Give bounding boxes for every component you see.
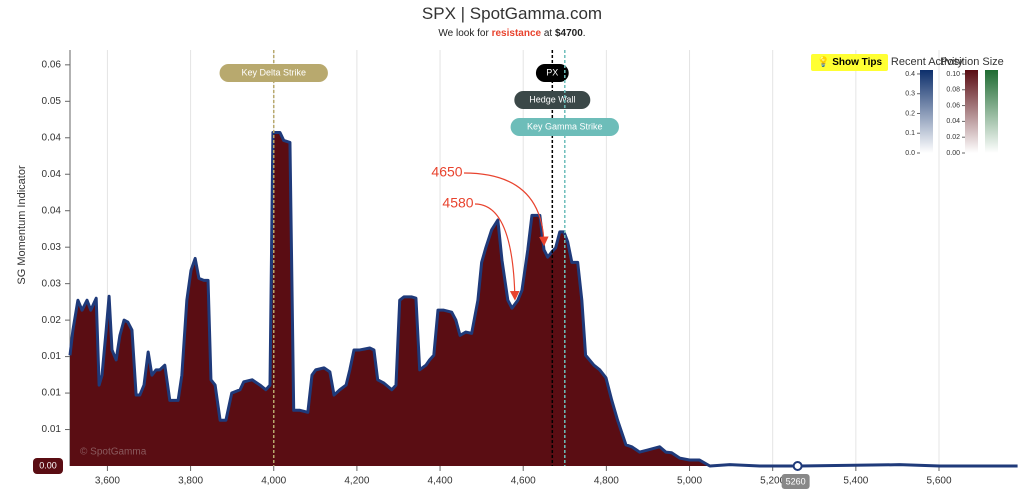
colorbar [965, 70, 978, 153]
y-axis-label: SG Momentum Indicator [16, 165, 28, 285]
annotation-arrow [463, 172, 549, 247]
colorbar-tick-label: 0.08 [946, 87, 960, 94]
annotation-label: 4580 [442, 195, 473, 211]
area [70, 132, 1018, 467]
x-tick-label: 5,600 [926, 476, 951, 487]
crosshair-y-label: 0.00 [39, 460, 57, 470]
x-tick-label: 3,800 [178, 476, 203, 487]
y-tick-label: 0.04 [42, 132, 62, 143]
strike-pill [535, 64, 569, 82]
subtitle-text: We look for [438, 28, 492, 39]
watermark: © SpotGamma [80, 447, 147, 458]
subtitle-text: at [541, 28, 555, 39]
annotation-label: 4650 [431, 164, 462, 180]
colorbar-title: Recent Activity [891, 56, 964, 68]
subtitle: We look for resistance at $4700. [0, 28, 1024, 39]
colorbar-tick-label: 0.06 [946, 102, 960, 109]
x-tick-label: 5,200 [760, 476, 785, 487]
crosshair-x-badge [781, 474, 810, 489]
x-tick-label: 4,800 [594, 476, 619, 487]
x-tick-label: 5,400 [843, 476, 868, 487]
colorbar-tick-label: 0.3 [905, 91, 915, 98]
annotation-arrow [474, 203, 520, 301]
subtitle-highlight: resistance [491, 28, 542, 39]
strike-label: PX [546, 67, 558, 77]
colorbar-tick-label: 0.2 [905, 110, 915, 117]
header: SPX | SpotGamma.com We look for resistan… [0, 4, 1024, 39]
crosshair-point [792, 461, 803, 471]
x-tick-label: 4,600 [511, 476, 536, 487]
colorbar-tick-label: 0.4 [905, 71, 915, 78]
strike-label: Hedge Wall [529, 94, 575, 104]
button-label: Show Tips [832, 57, 883, 68]
y-tick-label: 0.01 [42, 424, 62, 435]
x-tick-label: 4,000 [261, 476, 286, 487]
y-tick-label: 0.03 [42, 278, 62, 289]
crosshair-y-badge [33, 458, 63, 474]
subtitle-text: . [582, 28, 586, 39]
y-tick-label: 0.01 [42, 351, 62, 362]
colorbar-tick-label: 0.0 [905, 150, 915, 157]
strike-pill [510, 118, 619, 136]
colorbar-tick-label: 0.04 [946, 118, 960, 125]
y-tick-label: 0.02 [42, 315, 62, 326]
x-tick-label: 5,000 [677, 476, 702, 487]
strike-label: Key Gamma Strike [527, 121, 603, 131]
colorbar-title: Position Size [940, 56, 1004, 68]
subtitle-price: $4700 [554, 28, 583, 39]
colorbar-tick-label: 0.02 [946, 134, 960, 141]
y-tick-label: 0.04 [42, 205, 62, 216]
y-tick-label: 0.06 [42, 59, 62, 70]
colorbar-tick-label: 0.1 [905, 130, 915, 137]
y-tick-label: 0.05 [42, 96, 62, 107]
x-tick-label: 4,200 [344, 476, 369, 487]
chart-title: SPX | SpotGamma.com [421, 4, 603, 23]
show-tips-button[interactable]: 💡 Show Tips [811, 54, 889, 71]
strike-label: Key Delta Strike [241, 67, 306, 77]
strike-pill [514, 91, 591, 109]
line [68, 130, 1018, 468]
y-tick-label: 0.01 [42, 388, 62, 399]
x-tick-label: 3,600 [95, 476, 120, 487]
strike-pill [219, 64, 328, 82]
y-tick-label: 0.03 [42, 242, 62, 253]
colorbar-tick-label: 0.10 [946, 71, 960, 78]
colorbar [985, 70, 998, 153]
crosshair-x-label: 5260 [786, 476, 806, 486]
y-tick-label: 0.04 [42, 169, 62, 180]
colorbar [920, 70, 933, 153]
colorbar-tick-label: 0.00 [946, 150, 960, 157]
x-tick-label: 4,400 [428, 476, 453, 487]
